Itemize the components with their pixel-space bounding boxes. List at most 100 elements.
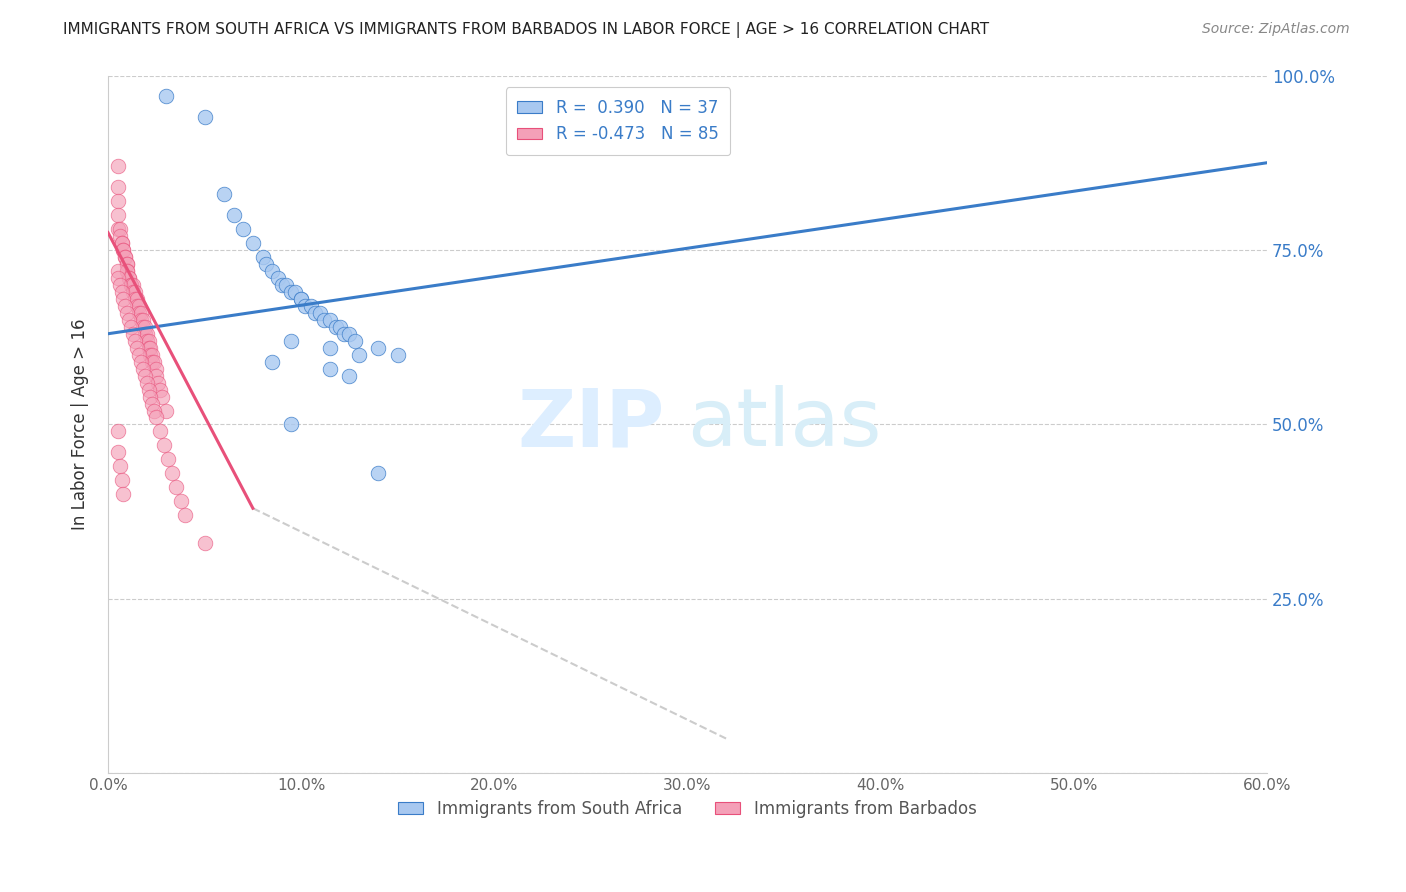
Point [124,334,146,348]
Point [120,277,142,292]
Text: ZIP: ZIP [517,385,664,464]
Point [141,354,163,368]
Point [112,243,135,257]
Point [252,250,274,264]
Point [112,243,135,257]
Point [117,264,139,278]
Text: atlas: atlas [688,385,882,464]
Point [107,159,129,173]
Point [153,438,176,452]
Point [114,250,136,264]
Point [135,376,157,390]
Point [107,264,129,278]
Point [118,271,141,285]
Legend: Immigrants from South Africa, Immigrants from Barbados: Immigrants from South Africa, Immigrants… [392,793,983,824]
Point [129,306,152,320]
Point [110,473,132,487]
Point [132,319,155,334]
Point [135,326,157,341]
Point [149,383,172,397]
Point [134,319,156,334]
Point [174,508,197,523]
Point [143,403,166,417]
Point [319,361,342,376]
Point [304,306,326,320]
Point [165,480,187,494]
Point [135,334,157,348]
Point [118,271,141,285]
Point [110,235,132,250]
Point [122,277,145,292]
Point [290,292,312,306]
Point [254,257,277,271]
Point [132,313,155,327]
Point [108,229,131,244]
Point [108,459,131,474]
Point [344,334,367,348]
Point [107,222,129,236]
Point [314,313,336,327]
Point [122,285,145,299]
Point [138,383,160,397]
Point [270,277,292,292]
Point [329,319,352,334]
Point [117,264,139,278]
Text: IMMIGRANTS FROM SOUTH AFRICA VS IMMIGRANTS FROM BARBADOS IN LABOR FORCE | AGE > : IMMIGRANTS FROM SOUTH AFRICA VS IMMIGRAN… [63,22,990,38]
Point [309,306,332,320]
Point [319,341,342,355]
Point [170,494,193,508]
Point [155,403,177,417]
Point [128,348,150,362]
Point [150,390,173,404]
Point [262,264,284,278]
Point [120,277,142,292]
Point [284,285,307,299]
Point [128,306,150,320]
Point [148,376,170,390]
Point [274,277,297,292]
Point [232,222,254,236]
Point [132,361,155,376]
Point [141,396,163,410]
Point [280,417,302,432]
Point [107,180,129,194]
Point [112,292,135,306]
Point [155,89,177,103]
Point [107,425,129,439]
Point [125,292,148,306]
Point [125,341,148,355]
Point [149,425,172,439]
Point [138,334,160,348]
Point [114,299,136,313]
Point [110,235,132,250]
Point [339,326,361,341]
Point [242,235,264,250]
Point [290,292,312,306]
Point [124,285,146,299]
Point [156,452,179,467]
Point [367,467,389,481]
Point [145,410,167,425]
Point [212,187,235,202]
Point [332,326,354,341]
Point [325,319,347,334]
Point [347,348,370,362]
Point [319,313,342,327]
Point [114,250,136,264]
Point [125,299,148,313]
Point [110,285,132,299]
Point [145,368,167,383]
Point [262,354,284,368]
Point [139,390,162,404]
Point [112,487,135,501]
Point [160,467,183,481]
Point [122,326,145,341]
Point [107,271,129,285]
Point [367,341,389,355]
Point [193,536,215,550]
Point [267,271,290,285]
Point [280,285,302,299]
Point [141,348,163,362]
Point [143,354,166,368]
Point [117,306,139,320]
